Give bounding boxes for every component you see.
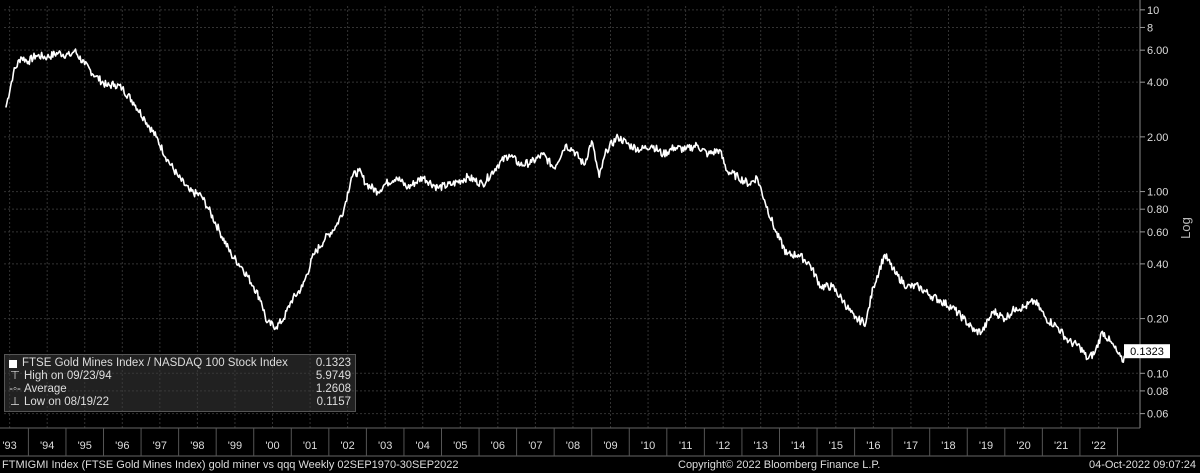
legend-high-label: High on 09/23/94 bbox=[24, 370, 112, 382]
x-tick-label: '21 bbox=[1054, 440, 1068, 452]
x-tick-label: '14 bbox=[791, 440, 805, 452]
x-tick-label: '08 bbox=[566, 440, 580, 452]
y-tick-label: 0.06 bbox=[1147, 409, 1168, 421]
x-tick-label: '02 bbox=[340, 440, 354, 452]
y-tick-label: 8 bbox=[1147, 22, 1153, 34]
x-tick-label: '96 bbox=[115, 440, 129, 452]
last-value-label: 0.1323 bbox=[1130, 346, 1164, 358]
x-tick-label: '15 bbox=[829, 440, 843, 452]
x-tick-label: '06 bbox=[491, 440, 505, 452]
grid bbox=[4, 6, 1140, 428]
x-axis: '93 '94 '95 '96 '97 '98 '99 '00 '01 '02 '03 '04 '05 '… bbox=[0, 427, 1200, 457]
x-tick-label: '12 bbox=[716, 440, 730, 452]
x-tick-label: '22 bbox=[1092, 440, 1106, 452]
legend-high-row: ⊤ High on 09/23/94 5.9749 bbox=[9, 370, 351, 383]
x-tick-label: '09 bbox=[603, 440, 617, 452]
legend-title-value: 0.1323 bbox=[315, 357, 351, 369]
x-tick-label: '93 bbox=[2, 440, 16, 452]
legend-title-row: FTSE Gold Mines Index / NASDAQ 100 Stock… bbox=[9, 357, 351, 370]
footer: FTMIGMI Index (FTSE Gold Mines Index) go… bbox=[0, 458, 1200, 473]
legend-low-value: 0.1157 bbox=[316, 396, 351, 408]
legend-high-value: 5.9749 bbox=[315, 370, 351, 382]
legend-low-label: Low on 08/19/22 bbox=[24, 396, 110, 408]
x-tick-label: '99 bbox=[228, 440, 242, 452]
last-value-tag: 0.1323 bbox=[1124, 344, 1170, 359]
series-line bbox=[5, 48, 1128, 363]
legend-average-label: Average bbox=[24, 383, 67, 395]
legend-swatch bbox=[9, 359, 17, 368]
y-tick-label: 4.00 bbox=[1147, 77, 1168, 89]
y-axis: 10 8 6.00 4.00 2.00 1.00 0.80 0.60 0.40 0.20 0.10 0… bbox=[1139, 0, 1168, 428]
y-tick-label: 10 bbox=[1147, 5, 1159, 17]
x-tick-label: '97 bbox=[153, 440, 167, 452]
x-tick-label: '20 bbox=[1016, 440, 1030, 452]
legend-average-value: 1.2608 bbox=[315, 383, 351, 395]
legend-low-row: ⊥ Low on 08/19/22 0.1157 bbox=[9, 396, 351, 409]
legend-title: FTSE Gold Mines Index / NASDAQ 100 Stock… bbox=[22, 357, 288, 369]
y-tick-label: 0.10 bbox=[1147, 368, 1168, 380]
x-tick-label: '98 bbox=[190, 440, 204, 452]
x-tick-label: '95 bbox=[78, 440, 92, 452]
x-tick-label: '13 bbox=[754, 440, 768, 452]
y-axis-label: Log bbox=[1178, 217, 1193, 239]
x-tick-label: '18 bbox=[941, 440, 955, 452]
y-tick-label: 1.00 bbox=[1147, 187, 1168, 199]
x-tick-label: '04 bbox=[416, 440, 430, 452]
x-tick-label: '03 bbox=[378, 440, 392, 452]
x-tick-label: '19 bbox=[979, 440, 993, 452]
x-tick-label: '01 bbox=[303, 440, 317, 452]
x-tick-label: '00 bbox=[265, 440, 279, 452]
y-tick-label: 0.60 bbox=[1147, 227, 1168, 239]
x-tick-label: '11 bbox=[679, 440, 693, 452]
footer-left: FTMIGMI Index (FTSE Gold Mines Index) go… bbox=[2, 459, 459, 471]
y-tick-label: 0.80 bbox=[1147, 204, 1168, 216]
low-marker-icon: ⊥ bbox=[9, 396, 21, 408]
x-tick-label: '05 bbox=[453, 440, 467, 452]
high-marker-icon: ⊤ bbox=[9, 370, 21, 382]
footer-copyright: Copyright© 2022 Bloomberg Finance L.P. bbox=[678, 459, 881, 471]
footer-timestamp: 04-Oct-2022 09:07:24 bbox=[1088, 459, 1196, 471]
chart: 10 8 6.00 4.00 2.00 1.00 0.80 0.60 0.40 0.20 0.10 0… bbox=[0, 0, 1200, 457]
y-tick-label: 0.20 bbox=[1147, 314, 1168, 326]
x-tick-label: '16 bbox=[866, 440, 880, 452]
legend: FTSE Gold Mines Index / NASDAQ 100 Stock… bbox=[4, 354, 356, 412]
y-tick-label: 0.08 bbox=[1147, 386, 1168, 398]
y-tick-label: 2.00 bbox=[1147, 132, 1168, 144]
x-tick-label: '07 bbox=[528, 440, 542, 452]
y-tick-label: 0.40 bbox=[1147, 259, 1168, 271]
x-tick-label: '94 bbox=[40, 440, 54, 452]
x-tick-label: '17 bbox=[904, 440, 918, 452]
average-marker-icon: -◦- bbox=[9, 383, 21, 395]
x-tick-label: '10 bbox=[641, 440, 655, 452]
legend-average-row: -◦- Average 1.2608 bbox=[9, 383, 351, 396]
y-tick-label: 6.00 bbox=[1147, 45, 1168, 57]
